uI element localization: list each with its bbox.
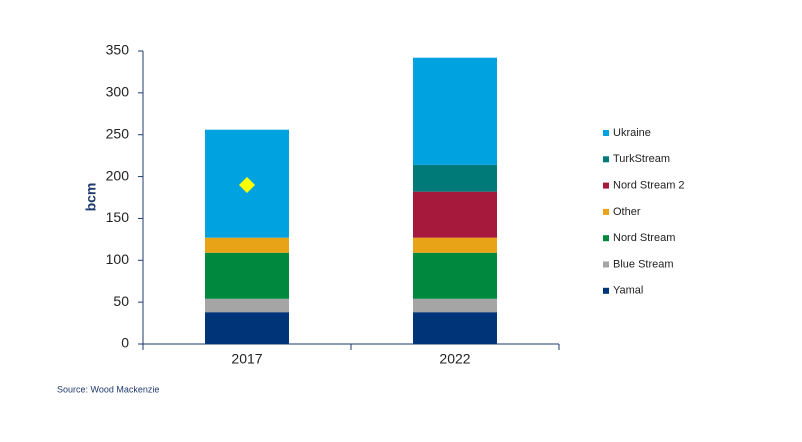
y-tick-label: 0 [121, 335, 129, 351]
source-note: Source: Wood Mackenzie [57, 384, 159, 394]
legend-swatch [603, 287, 609, 294]
bar-segment [413, 298, 497, 313]
diamond-marker [239, 176, 255, 193]
legend-label: Ukraine [613, 127, 651, 139]
y-tick-label: 200 [106, 167, 130, 183]
y-tick-label: 300 [106, 84, 130, 100]
y-axis-label: bcm [83, 183, 99, 212]
legend-label: Other [613, 206, 641, 218]
x-tick-label: 2017 [231, 351, 262, 367]
legend-swatch [603, 208, 609, 215]
legend-label: Blue Stream [613, 258, 674, 270]
legend-swatch [603, 182, 609, 189]
x-tick-label: 2022 [439, 351, 470, 367]
y-tick-label: 100 [106, 251, 130, 267]
legend-swatch [603, 156, 609, 163]
legend-label: Nord Stream [613, 232, 675, 244]
legend-label: Nord Stream 2 [613, 180, 685, 192]
bar-segment [413, 252, 497, 299]
bar-segment [413, 237, 497, 253]
bar-segment [205, 252, 289, 299]
legend-swatch [603, 261, 609, 268]
bar-segment [205, 312, 289, 344]
bar-segment [413, 312, 497, 344]
y-tick-label: 50 [113, 293, 129, 309]
y-tick-label: 250 [106, 125, 130, 141]
y-tick-label: 150 [106, 209, 130, 225]
bar-segment [413, 191, 497, 238]
y-tick-label: 350 [106, 42, 130, 58]
bar-segment [205, 298, 289, 313]
legend-label: TurkStream [613, 153, 670, 165]
legend-label: Yamal [613, 285, 643, 297]
bar-segment [413, 57, 497, 165]
legend-swatch [603, 235, 609, 242]
bar-segment [205, 237, 289, 253]
legend-swatch [603, 130, 609, 136]
bar-segment [413, 164, 497, 192]
